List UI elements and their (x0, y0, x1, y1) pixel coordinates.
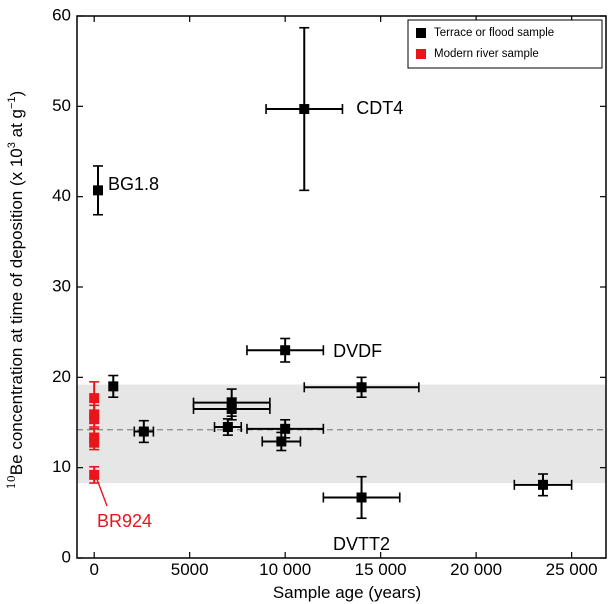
legend-box (407, 19, 603, 69)
modern-point-2 (89, 413, 100, 424)
y-axis-label-unit-exponent: −1 (6, 96, 18, 109)
x-tick-label-25000: 25 000 (546, 560, 598, 579)
terrace-point-0 (299, 104, 310, 115)
modern-point-4 (89, 436, 100, 447)
y-axis-label-isotope-mass: 10 (5, 475, 18, 489)
terrace-point-2 (280, 345, 291, 356)
y-tick-label-30: 30 (52, 276, 71, 295)
terrace-point-4 (356, 382, 367, 393)
terrace-point-7 (222, 422, 233, 433)
x-tick-label-20000: 20 000 (450, 560, 502, 579)
br924-leader-line (96, 479, 108, 507)
x-axis-label: Sample age (years) (273, 583, 421, 602)
terrace-point-3 (108, 381, 119, 392)
legend: Terrace or flood sample Modern river samp… (407, 19, 603, 69)
y-axis-label-units: at g (7, 109, 26, 142)
point-label-br924: BR924 (97, 511, 152, 531)
y-tick-label-0: 0 (62, 547, 71, 566)
y-axis-label-exponent: 3 (6, 142, 18, 148)
y-tick-label-50: 50 (52, 96, 71, 115)
y-tick-label-20: 20 (52, 367, 71, 386)
y-axis-label-main: Be concentration at time of deposition (… (7, 148, 26, 475)
legend-label-terrace: Terrace or flood sample (434, 27, 554, 39)
range-band-layer (77, 384, 606, 484)
y-tick-label-10: 10 (52, 457, 71, 476)
y-tick-label-60: 60 (52, 5, 71, 24)
legend-marker-modern (416, 49, 426, 59)
y-axis-label-close: ) (7, 91, 26, 97)
terrace-point-6 (226, 403, 237, 414)
legend-marker-terrace (416, 28, 426, 38)
y-tick-label-40: 40 (52, 186, 71, 205)
y-axis-label: 10Be concentration at time of deposition… (5, 91, 26, 489)
terrace-point-8 (280, 423, 291, 434)
point-label-dvtt2: DVTT2 (333, 534, 390, 554)
terrace-point-1 (93, 185, 104, 196)
range-band (77, 384, 606, 484)
point-labels-layer: CDT4 BG1.8 DVDF DVTT2 BR924 (96, 98, 403, 554)
x-tick-label-5000: 5000 (171, 560, 209, 579)
point-label-cdt4: CDT4 (356, 98, 403, 118)
terrace-point-9 (138, 426, 149, 437)
terrace-point-5 (226, 397, 237, 408)
terrace-point-12 (537, 479, 548, 490)
modern-point-5 (89, 469, 100, 480)
x-tick-label-10000: 10 000 (259, 560, 311, 579)
terrace-point-10 (276, 436, 287, 447)
markers-layer (89, 104, 548, 503)
modern-point-0 (89, 393, 100, 404)
x-tick-label-0: 0 (89, 560, 98, 579)
legend-label-modern: Modern river sample (434, 48, 539, 60)
terrace-point-11 (356, 492, 367, 503)
point-label-dvdf: DVDF (333, 341, 382, 361)
point-label-bg1-8: BG1.8 (108, 174, 159, 194)
axes-layer: 0 10 20 30 40 50 60 0 5000 10 000 15 000 20 000 25 0… (52, 5, 607, 579)
x-tick-label-15000: 15 000 (355, 560, 407, 579)
